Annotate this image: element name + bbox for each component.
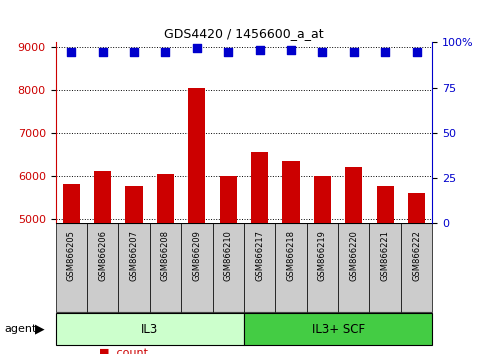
- Bar: [94, 171, 111, 354]
- Bar: [307, 223, 338, 312]
- Text: GSM866210: GSM866210: [224, 230, 233, 281]
- Text: GSM866219: GSM866219: [318, 230, 327, 281]
- Bar: [369, 223, 401, 312]
- Point: [412, 49, 420, 55]
- Point: [68, 49, 75, 55]
- Text: GSM866208: GSM866208: [161, 230, 170, 281]
- Point: [224, 49, 232, 55]
- Bar: [283, 161, 299, 354]
- Bar: [157, 173, 174, 354]
- Bar: [87, 223, 118, 312]
- Point: [130, 49, 138, 55]
- Text: GSM866222: GSM866222: [412, 230, 421, 281]
- Text: ▶: ▶: [35, 323, 44, 336]
- Text: IL3: IL3: [141, 323, 158, 336]
- Text: ■  count: ■ count: [99, 347, 148, 354]
- Bar: [401, 223, 432, 312]
- Bar: [56, 313, 244, 345]
- Point: [193, 45, 201, 51]
- Text: agent: agent: [5, 324, 37, 334]
- Text: GSM866205: GSM866205: [67, 230, 76, 281]
- Bar: [275, 223, 307, 312]
- Bar: [63, 184, 80, 354]
- Bar: [220, 176, 237, 354]
- Bar: [244, 313, 432, 345]
- Text: GSM866217: GSM866217: [255, 230, 264, 281]
- Bar: [338, 223, 369, 312]
- Bar: [150, 223, 181, 312]
- Bar: [345, 167, 362, 354]
- Bar: [126, 187, 142, 354]
- Text: GSM866209: GSM866209: [192, 230, 201, 281]
- Point: [256, 47, 264, 52]
- Point: [161, 49, 170, 55]
- Text: GSM866207: GSM866207: [129, 230, 139, 281]
- Text: GSM866221: GSM866221: [381, 230, 390, 281]
- Point: [287, 47, 295, 52]
- Bar: [314, 176, 331, 354]
- Point: [350, 49, 357, 55]
- Title: GDS4420 / 1456600_a_at: GDS4420 / 1456600_a_at: [164, 27, 324, 40]
- Bar: [213, 223, 244, 312]
- Bar: [118, 223, 150, 312]
- Text: IL3+ SCF: IL3+ SCF: [312, 323, 365, 336]
- Bar: [56, 223, 87, 312]
- Point: [99, 49, 107, 55]
- Bar: [188, 88, 205, 354]
- Text: GSM866218: GSM866218: [286, 230, 296, 281]
- Bar: [251, 152, 268, 354]
- Text: GSM866206: GSM866206: [98, 230, 107, 281]
- Bar: [244, 223, 275, 312]
- Bar: [408, 193, 425, 354]
- Bar: [181, 223, 213, 312]
- Text: GSM866220: GSM866220: [349, 230, 358, 281]
- Bar: [377, 187, 394, 354]
- Point: [319, 49, 327, 55]
- Point: [382, 49, 389, 55]
